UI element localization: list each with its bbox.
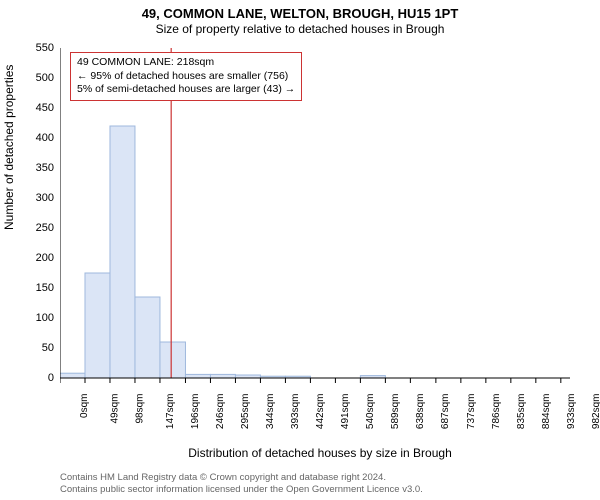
x-tick-label: 442sqm bbox=[315, 394, 326, 430]
y-tick-label: 500 bbox=[24, 72, 54, 84]
chart-area: 49 COMMON LANE: 218sqm ← 95% of detached… bbox=[60, 48, 570, 418]
y-tick-label: 200 bbox=[24, 252, 54, 264]
chart-title-address: 49, COMMON LANE, WELTON, BROUGH, HU15 1P… bbox=[0, 6, 600, 21]
x-axis-label: Distribution of detached houses by size … bbox=[20, 446, 600, 460]
x-tick-label: 835sqm bbox=[516, 394, 527, 430]
annotation-line1: 49 COMMON LANE: 218sqm bbox=[77, 56, 295, 70]
credit-text: Contains HM Land Registry data © Crown c… bbox=[60, 472, 423, 496]
x-tick-label: 687sqm bbox=[440, 394, 451, 430]
x-tick-label: 0sqm bbox=[79, 394, 90, 418]
x-tick-label: 540sqm bbox=[365, 394, 376, 430]
x-tick-label: 98sqm bbox=[134, 394, 145, 424]
x-tick-label: 147sqm bbox=[165, 394, 176, 430]
x-tick-label: 49sqm bbox=[110, 394, 121, 424]
y-axis-label: Number of detached properties bbox=[2, 65, 16, 230]
annotation-line2: ← 95% of detached houses are smaller (75… bbox=[77, 70, 295, 84]
y-tick-label: 100 bbox=[24, 312, 54, 324]
y-tick-label: 50 bbox=[24, 342, 54, 354]
y-tick-label: 0 bbox=[24, 372, 54, 384]
x-tick-label: 344sqm bbox=[266, 394, 277, 430]
credit-line1: Contains HM Land Registry data © Crown c… bbox=[60, 472, 423, 484]
y-tick-label: 350 bbox=[24, 162, 54, 174]
y-tick-label: 250 bbox=[24, 222, 54, 234]
y-tick-label: 300 bbox=[24, 192, 54, 204]
y-tick-label: 450 bbox=[24, 102, 54, 114]
marker-annotation-box: 49 COMMON LANE: 218sqm ← 95% of detached… bbox=[70, 52, 302, 101]
annotation-line3: 5% of semi-detached houses are larger (4… bbox=[77, 83, 295, 97]
x-tick-label: 638sqm bbox=[415, 394, 426, 430]
x-tick-label: 933sqm bbox=[566, 394, 577, 430]
x-tick-label: 737sqm bbox=[466, 394, 477, 430]
x-tick-label: 786sqm bbox=[491, 394, 502, 430]
chart-title-block: 49, COMMON LANE, WELTON, BROUGH, HU15 1P… bbox=[0, 0, 600, 36]
x-tick-label: 982sqm bbox=[591, 394, 600, 430]
y-tick-label: 150 bbox=[24, 282, 54, 294]
credit-line2: Contains public sector information licen… bbox=[60, 484, 423, 496]
x-tick-label: 196sqm bbox=[190, 394, 201, 430]
x-tick-label: 295sqm bbox=[241, 394, 252, 430]
x-tick-label: 393sqm bbox=[291, 394, 302, 430]
y-tick-label: 550 bbox=[24, 42, 54, 54]
x-tick-label: 491sqm bbox=[340, 394, 351, 430]
x-tick-label: 884sqm bbox=[541, 394, 552, 430]
chart-subtitle: Size of property relative to detached ho… bbox=[0, 21, 600, 36]
x-tick-label: 589sqm bbox=[390, 394, 401, 430]
x-tick-label: 246sqm bbox=[216, 394, 227, 430]
y-tick-label: 400 bbox=[24, 132, 54, 144]
